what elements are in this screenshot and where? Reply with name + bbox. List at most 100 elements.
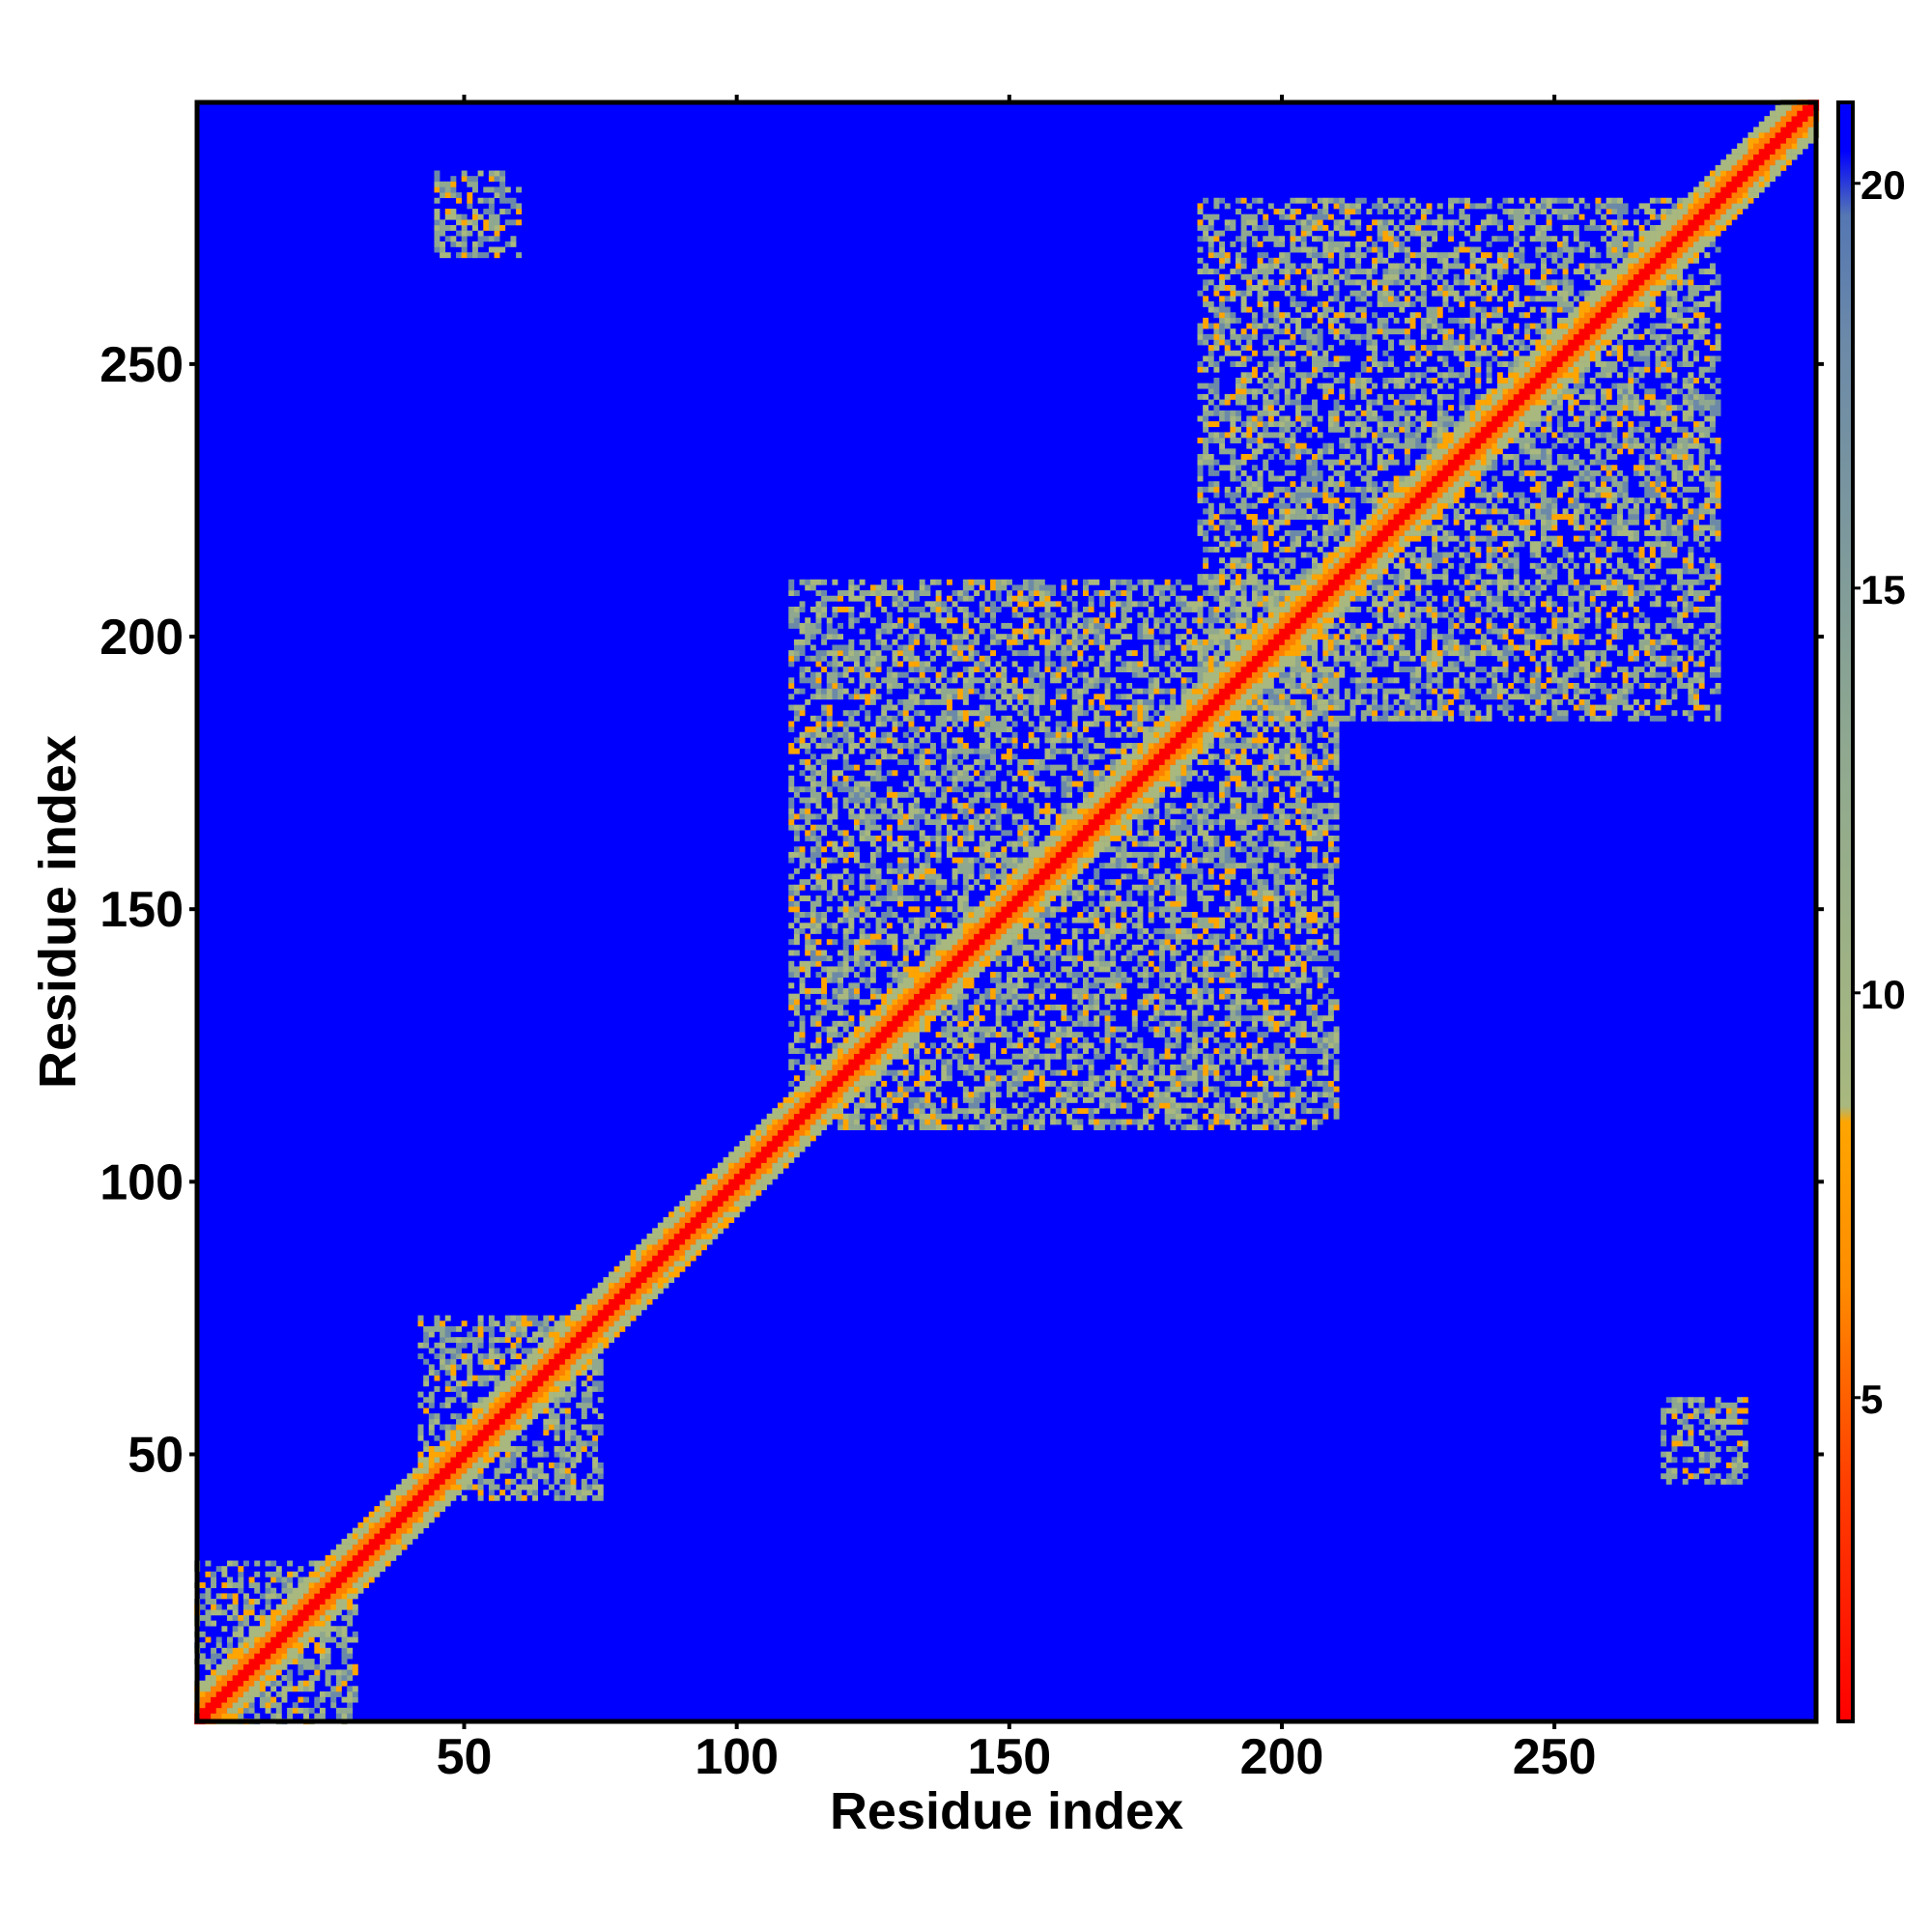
heatmap-cell (440, 1325, 446, 1332)
heatmap-cell (679, 1222, 686, 1229)
heatmap-cell (821, 824, 828, 831)
heatmap-cell (586, 1490, 593, 1496)
heatmap-cell (499, 1457, 506, 1463)
heatmap-cell (417, 1467, 424, 1474)
heatmap-cell (456, 192, 462, 199)
heatmap-cell (581, 1370, 587, 1376)
heatmap-cell (892, 639, 898, 645)
heatmap-cell (537, 1348, 544, 1354)
heatmap-cell (853, 661, 860, 668)
heatmap-cell (930, 1102, 936, 1109)
heatmap-cell (935, 846, 942, 853)
heatmap-cell (298, 1609, 304, 1616)
heatmap-cell (352, 1686, 358, 1692)
heatmap-cell (799, 770, 806, 777)
heatmap-cell (745, 1156, 752, 1163)
heatmap-cell (521, 1348, 527, 1354)
heatmap-cell (826, 715, 833, 722)
heatmap-cell (859, 595, 866, 602)
heatmap-cell (461, 1484, 468, 1491)
heatmap-cell (919, 939, 925, 946)
heatmap-cell (221, 1593, 228, 1600)
heatmap-cell (640, 1249, 647, 1256)
heatmap-cell (815, 1053, 822, 1060)
heatmap-cell (810, 1086, 816, 1093)
heatmap-cell (869, 890, 876, 896)
heatmap-cell (477, 1457, 484, 1463)
heatmap-cell (412, 1494, 418, 1501)
heatmap-cell (745, 1168, 752, 1175)
heatmap-cell (1022, 906, 1029, 913)
heatmap-cell (1001, 900, 1008, 907)
heatmap-cell (456, 1451, 462, 1458)
heatmap-cell (908, 786, 915, 793)
heatmap-cell (821, 1096, 828, 1103)
heatmap-cell (924, 791, 931, 798)
heatmap-cell (821, 988, 828, 994)
heatmap-cell (886, 912, 893, 918)
heatmap-cell (897, 960, 904, 967)
heatmap-cell (902, 1037, 909, 1043)
heatmap-cell (745, 1184, 752, 1191)
heatmap-cell (232, 1626, 239, 1633)
heatmap-cell (799, 639, 806, 645)
heatmap-cell (919, 726, 925, 733)
heatmap-cell (341, 1713, 348, 1719)
heatmap-cell (423, 1358, 430, 1365)
heatmap-cell (1001, 884, 1008, 891)
heatmap-cell (805, 639, 811, 645)
heatmap-cell (1011, 737, 1018, 744)
heatmap-cell (440, 1494, 446, 1501)
heatmap-cell (842, 1020, 849, 1027)
heatmap-cell (865, 786, 871, 793)
heatmap-cell (924, 819, 931, 826)
heatmap-cell (488, 203, 495, 210)
heatmap-cell (984, 694, 991, 700)
heatmap-cell (227, 1686, 233, 1692)
heatmap-cell (581, 1321, 587, 1327)
heatmap-cell (848, 1042, 855, 1049)
heatmap-cell (957, 671, 964, 678)
heatmap-cell (543, 1321, 550, 1327)
heatmap-cell (548, 1315, 554, 1321)
heatmap-cell (826, 1032, 833, 1038)
heatmap-cell (826, 1119, 833, 1125)
heatmap-cell (930, 639, 936, 645)
heatmap-cell (865, 1053, 871, 1060)
heatmap-cell (793, 950, 800, 956)
heatmap-cell (766, 1151, 773, 1158)
heatmap-cell (869, 791, 876, 798)
heatmap-cell (1028, 634, 1035, 640)
heatmap-cell (984, 791, 991, 798)
heatmap-cell (892, 622, 898, 629)
heatmap-cell (902, 781, 909, 787)
heatmap-cell (914, 944, 921, 951)
heatmap-cell (543, 1473, 550, 1480)
heatmap-cell (979, 944, 985, 951)
heatmap-cell (908, 982, 915, 989)
heatmap-cell (935, 590, 942, 596)
heatmap-cell (924, 999, 931, 1006)
heatmap-cell (456, 1353, 462, 1360)
heatmap-cell (1022, 993, 1029, 1000)
heatmap-cell (924, 917, 931, 923)
heatmap-cell (892, 884, 898, 891)
heatmap-cell (1011, 650, 1018, 657)
heatmap-cell (897, 644, 904, 651)
heatmap-cell (930, 923, 936, 929)
heatmap-cell (881, 584, 888, 591)
heatmap-cell (821, 999, 828, 1006)
heatmap-cell (892, 895, 898, 902)
heatmap-cell (881, 939, 888, 946)
heatmap-cell (673, 1206, 680, 1212)
heatmap-cell (772, 1173, 779, 1179)
heatmap-cell (1017, 873, 1024, 880)
heatmap-cell (984, 857, 991, 864)
heatmap-cell (853, 1075, 860, 1082)
heatmap-cell (881, 1096, 888, 1103)
heatmap-cell (1028, 840, 1035, 847)
heatmap-cell (815, 661, 822, 668)
heatmap-cell (211, 1582, 217, 1589)
heatmap-cell (657, 1238, 664, 1245)
heatmap-cell (308, 1680, 315, 1687)
